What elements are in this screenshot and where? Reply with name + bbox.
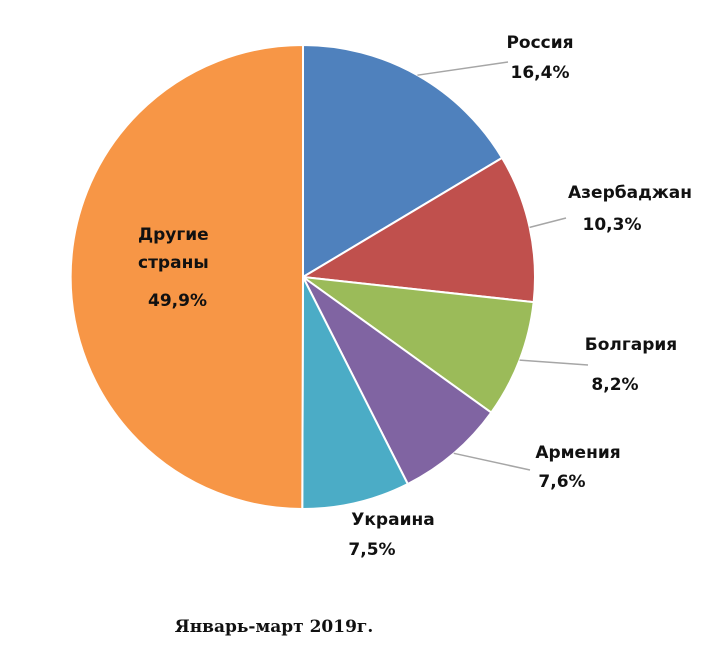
pie-slice-azerbaijan [299, 156, 537, 304]
leader-line-bulgaria [519, 359, 589, 366]
pie-slice-other-countries [69, 43, 304, 511]
leader-line-azerbaijan [529, 217, 567, 229]
pie-slices [69, 43, 537, 511]
slice-name-other-countries: Другие страны [138, 225, 215, 273]
slice-value-russia: 16,4% [511, 63, 570, 83]
slice-value-ukraine: 7,5% [348, 540, 395, 560]
slice-value-azerbaijan: 10,3% [583, 215, 642, 235]
slice-value-other-countries: 49,9% [148, 291, 207, 311]
leader-line-armenia [453, 452, 531, 471]
slice-name-russia: Россия [506, 33, 573, 53]
slice-name-ukraine: Украина [351, 510, 434, 530]
slice-name-other-line-2: страны [138, 253, 209, 273]
slice-name-other-line-1: Другие [138, 225, 209, 245]
pie-slice-armenia [302, 276, 493, 486]
pie-slice-russia [302, 43, 504, 279]
pie-slice-ukraine [301, 276, 410, 511]
slice-value-bulgaria: 8,2% [591, 375, 638, 395]
slice-name-bulgaria: Болгария [585, 335, 677, 355]
chart-caption: Январь-март 2019г. [175, 617, 374, 637]
leader-line-russia [417, 61, 509, 76]
slice-value-armenia: 7,6% [538, 472, 585, 492]
slice-name-armenia: Армения [535, 443, 620, 463]
slice-labels: Россия 16,4% Азербаджан 10,3% Болгария 8… [138, 33, 692, 560]
slice-name-azerbaijan: Азербаджан [568, 183, 692, 203]
leader-lines [417, 61, 589, 471]
